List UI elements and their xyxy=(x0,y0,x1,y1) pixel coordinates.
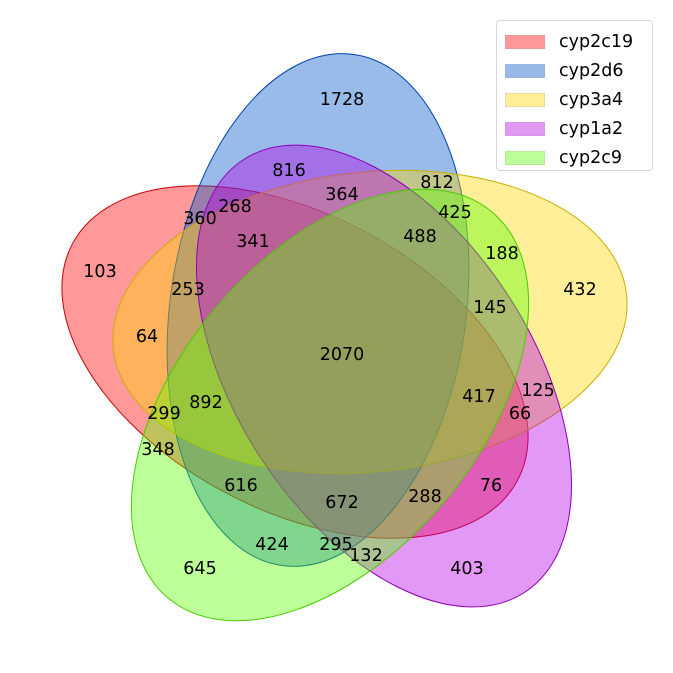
region-label-ADE2: 288 xyxy=(408,487,441,507)
legend-label-cyp3a4: cyp3a4 xyxy=(559,89,624,110)
region-label-ACE: 299 xyxy=(147,404,180,424)
region-label-E: 645 xyxy=(183,559,216,579)
region-label-BC: 812 xyxy=(420,173,453,193)
legend-item-cyp2c9: cyp2c9 xyxy=(505,143,652,172)
region-label-ABE: 892 xyxy=(189,393,222,413)
region-label-AB: 360 xyxy=(183,209,216,229)
legend-label-cyp2c9: cyp2c9 xyxy=(559,147,622,168)
legend-item-cyp2d6: cyp2d6 xyxy=(505,56,652,85)
region-label-BCD: 488 xyxy=(403,227,436,247)
region-label-ACDE: 66 xyxy=(509,404,531,424)
legend-item-cyp3a4: cyp3a4 xyxy=(505,85,652,114)
region-label-ADE: 295 xyxy=(319,535,352,555)
set-cyp3a4-ellipse xyxy=(112,169,628,475)
region-label-ABDE: 616 xyxy=(224,476,257,496)
legend-swatch-cyp2d6 xyxy=(505,63,545,78)
region-label-CDE: 417 xyxy=(462,387,495,407)
legend-item-cyp1a2: cyp1a2 xyxy=(505,114,652,143)
region-label-A: 103 xyxy=(83,262,116,282)
region-label-ABCD: 341 xyxy=(236,232,269,252)
set-cyp1a2-ellipse xyxy=(196,144,572,608)
legend-item-cyp2c19: cyp2c19 xyxy=(505,27,652,56)
region-label-AD: 132 xyxy=(349,546,382,566)
legend: cyp2c19 cyp2d6 cyp3a4 cyp1a2 cyp2c9 xyxy=(496,20,653,171)
region-label-C: 432 xyxy=(563,280,596,300)
region-label-ABCE: 253 xyxy=(171,280,204,300)
legend-swatch-cyp1a2 xyxy=(505,121,545,136)
region-label-ABD: 364 xyxy=(325,185,358,205)
legend-swatch-cyp2c9 xyxy=(505,150,545,165)
region-label-D: 403 xyxy=(450,559,483,579)
region-label-BE: 424 xyxy=(255,535,288,555)
region-label-CD: 125 xyxy=(521,381,554,401)
region-label-BDE: 672 xyxy=(325,493,358,513)
legend-label-cyp2d6: cyp2d6 xyxy=(559,60,624,81)
region-label-AE: 348 xyxy=(141,440,174,460)
set-cyp2c9-ellipse xyxy=(130,188,530,622)
set-cyp2c19-ellipse xyxy=(61,185,529,539)
legend-label-cyp1a2: cyp1a2 xyxy=(559,118,624,139)
legend-swatch-cyp2c19 xyxy=(505,34,545,49)
region-label-AC: 64 xyxy=(136,327,158,347)
set-cyp2d6-ellipse xyxy=(166,53,470,567)
region-label-ABCDE: 2070 xyxy=(320,345,365,365)
region-label-BD: 816 xyxy=(272,161,305,181)
region-label-B: 1728 xyxy=(320,90,365,110)
legend-label-cyp2c19: cyp2c19 xyxy=(559,31,634,52)
region-label-DE: 76 xyxy=(480,476,502,496)
region-label-BCDE: 145 xyxy=(473,298,506,318)
region-label-BCE: 425 xyxy=(438,203,471,223)
region-label-CE: 188 xyxy=(485,244,518,264)
region-label-ABC: 268 xyxy=(218,197,251,217)
legend-swatch-cyp3a4 xyxy=(505,92,545,107)
